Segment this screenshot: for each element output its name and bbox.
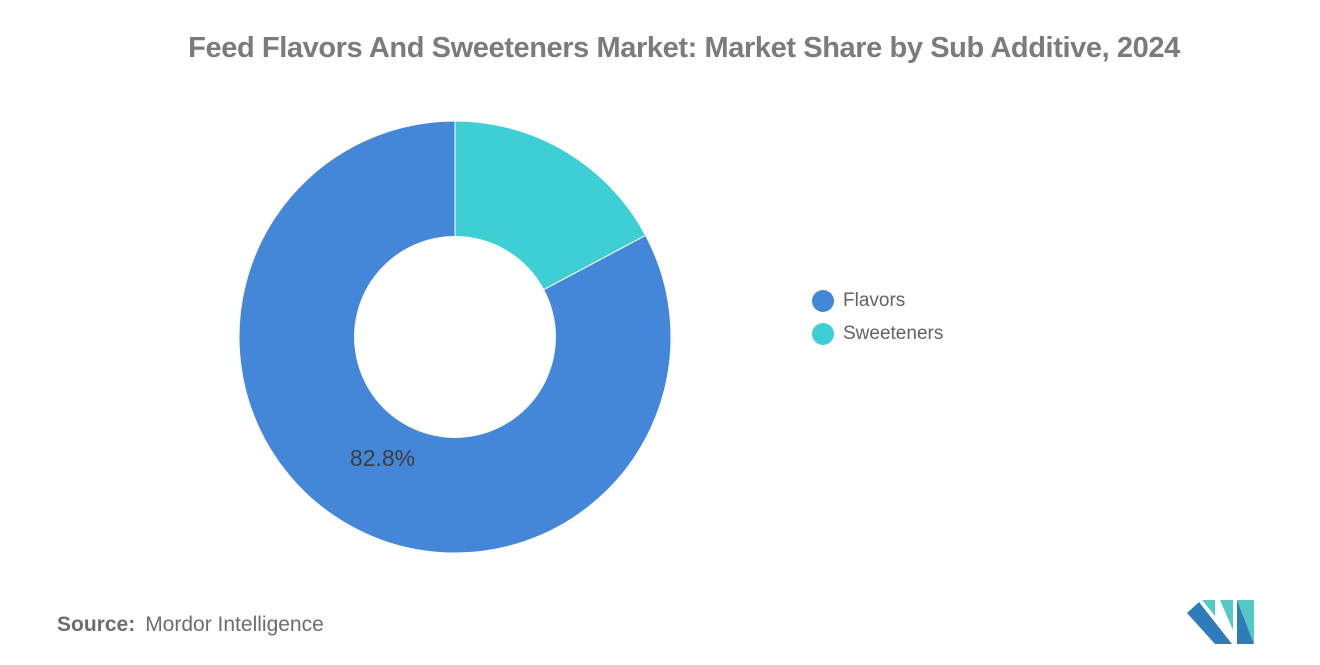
pie-slice-flavors[interactable]: [238, 120, 672, 554]
legend-marker-flavors: [812, 289, 834, 312]
pie-slice-sweeteners[interactable]: [454, 120, 647, 291]
chart-title: Feed Flavors And Sweeteners Market: Mark…: [188, 32, 1180, 64]
legend-label-flavors: Flavors: [843, 289, 906, 311]
legend-item-sweeteners[interactable]: Sweeteners: [812, 317, 943, 350]
data-label-flavors: 82.8%: [350, 445, 415, 471]
mordor-intelligence-logo: [1187, 600, 1254, 644]
legend-item-flavors[interactable]: Flavors: [812, 284, 943, 317]
legend: Flavors Sweeteners: [812, 284, 943, 350]
source-line: Source: Mordor Intelligence: [57, 613, 324, 637]
legend-marker-sweeteners: [812, 322, 834, 345]
legend-label-sweeteners: Sweeteners: [843, 322, 944, 344]
source-label: Source:: [57, 613, 136, 636]
source-value: Mordor Intelligence: [145, 613, 324, 636]
